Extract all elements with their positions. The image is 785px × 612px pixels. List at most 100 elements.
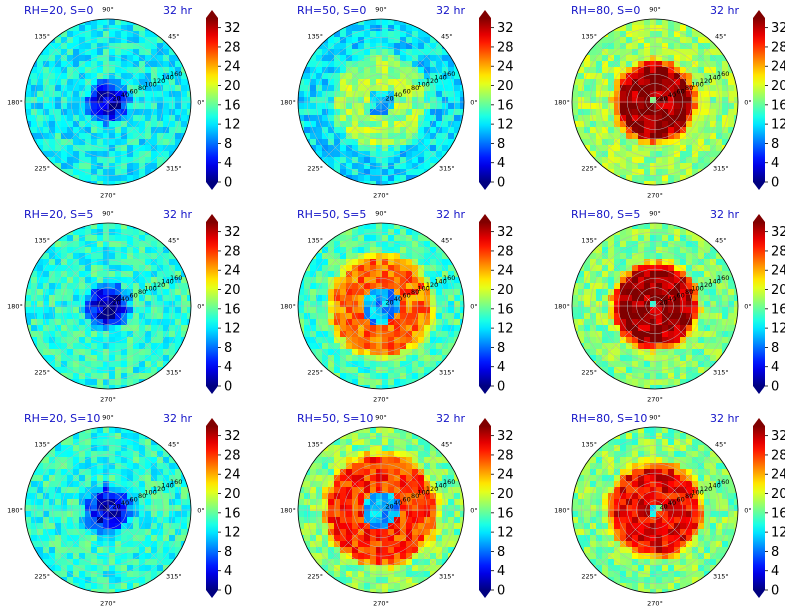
heat-cell (145, 307, 152, 314)
heat-cell (127, 283, 134, 290)
heat-cell (133, 295, 140, 302)
heat-cell (710, 343, 717, 350)
heat-cell (430, 277, 437, 284)
heat-cell (85, 31, 92, 38)
heat-cell (602, 85, 609, 92)
heat-cell (85, 55, 92, 62)
heat-cell (644, 115, 651, 122)
heat-cell (31, 493, 38, 500)
heat-cell (127, 505, 134, 512)
heat-cell (614, 109, 621, 116)
heat-cell (614, 43, 621, 50)
heat-cell (388, 103, 395, 110)
heat-cell (352, 283, 359, 290)
heat-cell (704, 241, 711, 248)
heat-cell (73, 331, 80, 338)
heat-cell (73, 313, 80, 320)
heat-cell (668, 253, 675, 260)
heat-cell (67, 481, 74, 488)
heat-cell (656, 271, 663, 278)
heat-cell (127, 109, 134, 116)
heat-cell (596, 307, 603, 314)
heat-cell (49, 79, 56, 86)
heat-cell (394, 427, 401, 434)
heat-cell (187, 319, 191, 326)
heat-cell (686, 253, 693, 260)
heat-cell (364, 265, 371, 272)
heat-cell (656, 373, 663, 380)
heat-cell (109, 439, 116, 446)
heat-cell (316, 319, 323, 326)
heat-cell (67, 277, 74, 284)
heat-cell (127, 73, 134, 80)
heat-cell (85, 439, 92, 446)
heat-cell (614, 127, 621, 134)
heat-cell (115, 151, 122, 158)
heat-cell (187, 295, 191, 302)
heat-cell (139, 265, 146, 272)
heat-cell (163, 451, 170, 458)
heat-cell (656, 241, 663, 248)
heat-cell (728, 103, 735, 110)
heat-cell (37, 121, 44, 128)
heat-cell (382, 85, 389, 92)
heat-cell (97, 229, 104, 236)
heat-cell (686, 43, 693, 50)
heat-cell (614, 331, 621, 338)
heat-cell (151, 277, 158, 284)
heat-cell (115, 571, 122, 578)
heat-cell (620, 331, 627, 338)
heat-cell (620, 259, 627, 266)
heat-cell (656, 115, 663, 122)
heat-cell (716, 73, 723, 80)
heat-cell (632, 157, 639, 164)
heat-cell (376, 91, 383, 98)
heat-cell (175, 541, 182, 548)
heat-cell (49, 505, 56, 512)
heat-cell (596, 91, 603, 98)
heat-cell (103, 565, 110, 572)
radial-label: 80 (411, 288, 419, 296)
heat-cell (364, 67, 371, 74)
heat-cell (133, 481, 140, 488)
heat-cell (43, 277, 50, 284)
heat-cell (151, 511, 158, 518)
heat-cell (352, 121, 359, 128)
heat-cell (382, 223, 389, 230)
heat-cell (716, 259, 723, 266)
heat-cell (139, 127, 146, 134)
heat-cell (346, 85, 353, 92)
heat-cell (109, 277, 116, 284)
heat-cell (139, 481, 146, 488)
heat-cell (103, 445, 110, 452)
heat-cell (145, 319, 152, 326)
heat-cell (638, 163, 645, 170)
heat-cell (692, 43, 699, 50)
heat-cell (418, 73, 425, 80)
heat-cell (334, 157, 341, 164)
heat-cell (662, 133, 669, 140)
heat-cell (710, 265, 717, 272)
heat-cell (175, 481, 182, 488)
heat-cell (79, 565, 86, 572)
angle-label: 45° (168, 33, 180, 41)
heat-cell (103, 457, 110, 464)
heat-cell (169, 79, 176, 86)
heat-cell (169, 115, 176, 122)
heat-cell (115, 529, 122, 536)
heat-cell (662, 325, 669, 332)
heat-cell (656, 259, 663, 266)
heat-cell (97, 319, 104, 326)
heat-cell (686, 373, 693, 380)
heat-cell (91, 265, 98, 272)
angle-label: 0° (744, 303, 751, 311)
heat-cell (127, 151, 134, 158)
heat-cell (127, 145, 134, 152)
heat-cell (626, 271, 633, 278)
heat-cell (430, 115, 437, 122)
heat-cell (656, 253, 663, 260)
heat-cell (85, 517, 92, 524)
heat-cell (602, 331, 609, 338)
heat-cell (382, 43, 389, 50)
angle-label: 45° (715, 33, 727, 41)
